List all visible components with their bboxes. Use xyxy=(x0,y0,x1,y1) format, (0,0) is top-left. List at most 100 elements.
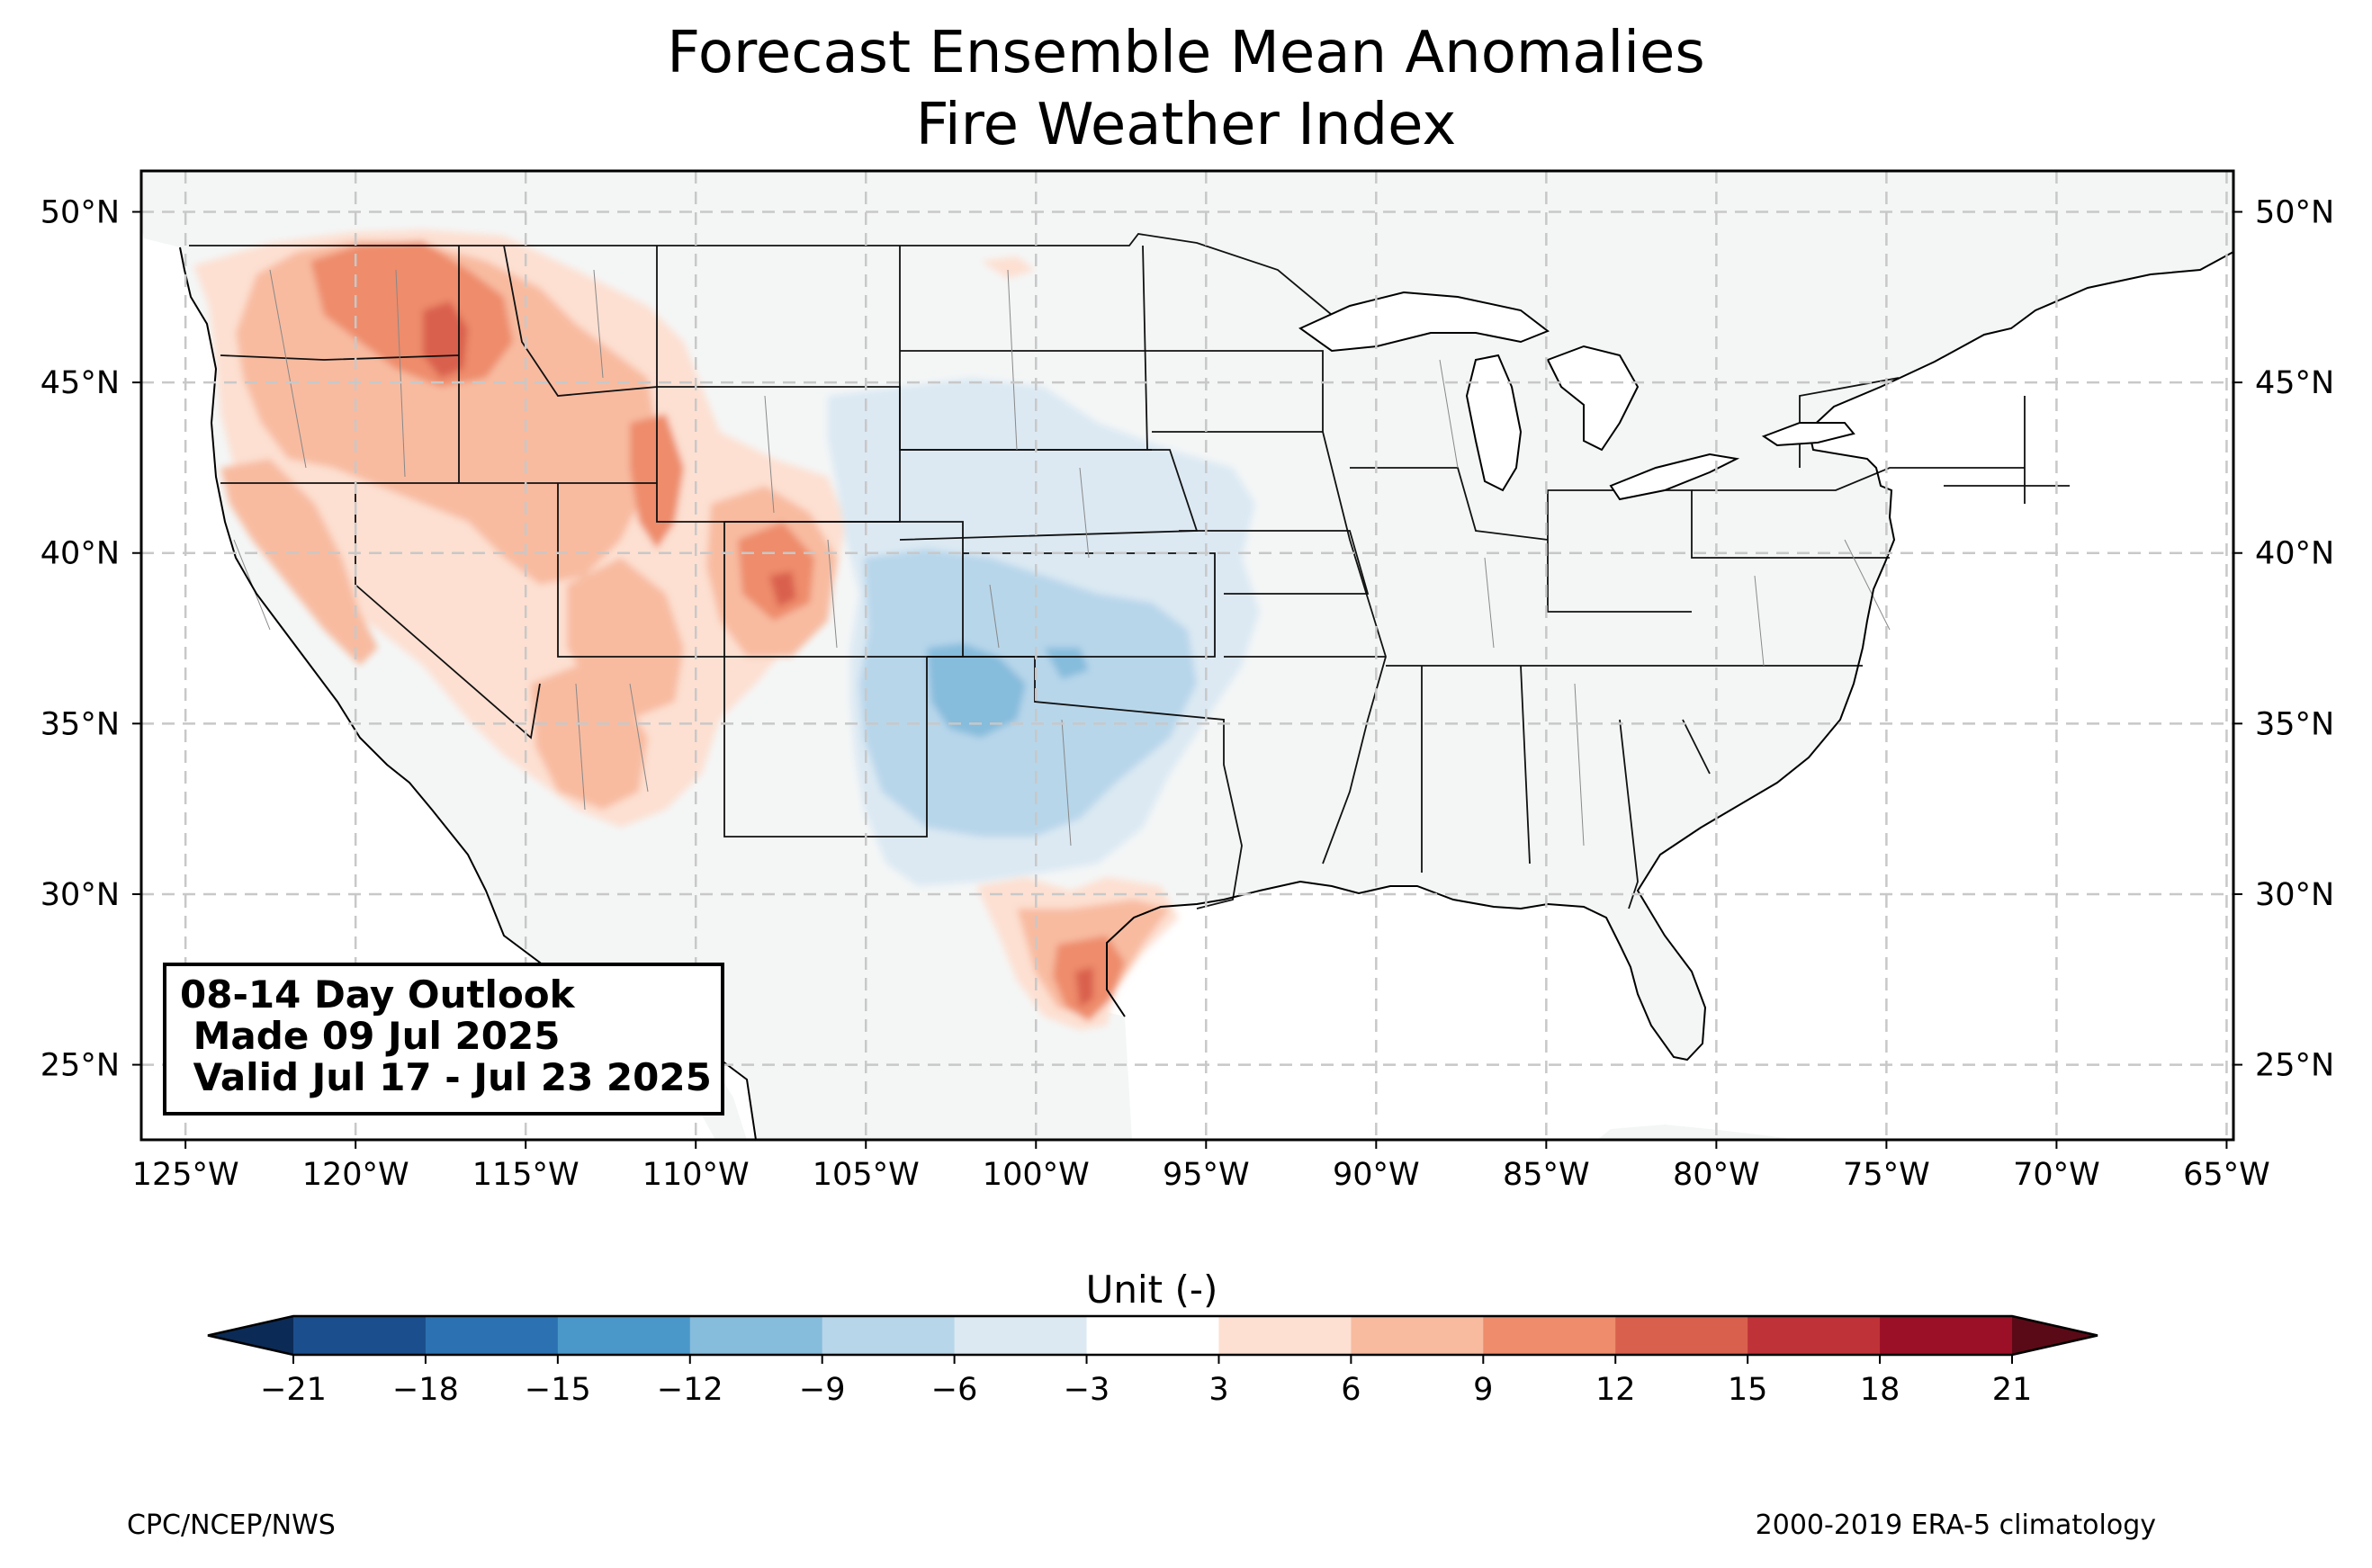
lon-tick-label: 80°W xyxy=(1673,1157,1760,1193)
border-utah-az xyxy=(557,483,725,658)
info-valid: Valid Jul 17 - Jul 23 2025 xyxy=(180,1055,712,1099)
colorbar-tick-label: 18 xyxy=(1860,1372,1900,1408)
title-line2: Fire Weather Index xyxy=(916,92,1457,158)
colorbar-tick-label: 9 xyxy=(1473,1372,1493,1408)
lon-tick-label: 115°W xyxy=(472,1157,580,1193)
credit-right: 2000-2019 ERA-5 climatology xyxy=(1756,1510,2156,1541)
anomaly-arizona-6 xyxy=(531,666,648,810)
colorbar-segment xyxy=(822,1316,956,1355)
colorbar-tick-label: 3 xyxy=(1208,1372,1228,1408)
info-outlook: 08-14 Day Outlook xyxy=(180,972,576,1017)
lon-tick-label: 70°W xyxy=(2013,1157,2100,1193)
lat-tick-label-right: 25°N xyxy=(2255,1048,2334,1084)
lake-huron xyxy=(1546,345,1640,452)
colorbar-segment xyxy=(1615,1316,1748,1355)
lat-tick-label-right: 45°N xyxy=(2255,365,2334,401)
colorbar-segment xyxy=(1218,1316,1352,1355)
info-box: 08-14 Day Outlook Made 09 Jul 2025 Valid… xyxy=(163,963,724,1116)
lake-ontario xyxy=(1761,422,1855,447)
lon-tick-label: 120°W xyxy=(302,1157,409,1193)
lake-michigan xyxy=(1465,354,1523,492)
lat-tick-label-left: 35°N xyxy=(40,706,120,742)
lon-tick-label: 95°W xyxy=(1163,1157,1250,1193)
lat-tick-label-left: 50°N xyxy=(40,195,120,231)
colorbar-tick-label: −9 xyxy=(799,1372,846,1408)
coastline-gulf xyxy=(1106,251,2233,1062)
anomaly-layer xyxy=(193,229,1260,1030)
lon-tick-label: 85°W xyxy=(1503,1157,1590,1193)
colorbar-tick-label: 12 xyxy=(1595,1372,1636,1408)
title-line1: Forecast Ensemble Mean Anomalies xyxy=(667,20,1704,86)
map-panel: 125°W 120°W 115°W 110°W 105°W 100°W 95°W 90°W 85… xyxy=(40,169,2334,1193)
colorbar-segment xyxy=(293,1316,427,1355)
border-montana xyxy=(503,245,658,397)
colorbar-tick-label: 6 xyxy=(1341,1372,1361,1408)
lat-tick-label-right: 50°N xyxy=(2255,195,2334,231)
border-co-nm xyxy=(723,521,964,838)
colorbar-segment xyxy=(689,1316,823,1355)
anomaly-panhandle-neg9 xyxy=(927,643,1026,738)
anomaly-ks-neg9 xyxy=(1044,648,1089,679)
anomaly-ks-ok-neg6 xyxy=(859,549,1197,837)
lake-superior xyxy=(1298,291,1550,353)
anomaly-texas-12 xyxy=(1075,967,1093,1008)
lat-tick-label-left: 30°N xyxy=(40,877,120,913)
colorbar-segment xyxy=(1086,1316,1219,1355)
lon-tick-label: 90°W xyxy=(1333,1157,1420,1193)
lon-tick-label: 110°W xyxy=(642,1157,750,1193)
lon-tick-label: 100°W xyxy=(983,1157,1090,1193)
colorbar-label: Unit (-) xyxy=(1086,1268,1218,1312)
lon-tick-label: 105°W xyxy=(813,1157,920,1193)
colorbar-tick-label: −15 xyxy=(525,1372,591,1408)
lon-tick-label: 75°W xyxy=(1843,1157,1930,1193)
lon-tick-labels: 125°W 120°W 115°W 110°W 105°W 100°W 95°W 90°W 85… xyxy=(132,1140,2270,1193)
colorbar-segments xyxy=(207,1314,2098,1357)
lat-tick-label-left: 40°N xyxy=(40,536,120,572)
anomaly-neb-3 xyxy=(981,256,1035,279)
border-northeast xyxy=(1692,377,2070,504)
lat-tick-label-right: 35°N xyxy=(2255,706,2334,742)
colorbar-tick-label: −21 xyxy=(260,1372,327,1408)
land-cuba xyxy=(1597,1124,1800,1140)
state-borders xyxy=(189,233,2070,909)
colorbar-segment xyxy=(1351,1316,1484,1355)
lat-tick-labels: 50°N 50°N 45°N 45°N 40°N 40°N 35°N 35°N 30°N 30°N… xyxy=(40,195,2334,1084)
anomaly-panhandle-12 xyxy=(423,301,468,378)
colorbar-tick-label: 21 xyxy=(1992,1372,2033,1408)
lon-tick-label: 125°W xyxy=(132,1157,239,1193)
colorbar-underflow-arrow xyxy=(208,1316,293,1355)
map-frame xyxy=(139,169,2235,1142)
anomaly-colorado-12 xyxy=(769,571,796,607)
border-mn-ia-mo xyxy=(1152,350,1386,658)
anomaly-sierra-6 xyxy=(220,459,378,666)
lon-tick-label: 65°W xyxy=(2183,1157,2270,1193)
colorbar-ticks: −21 −18 −15 −12 −9 −6 −3 3 6 9 12 15 18 21 xyxy=(260,1355,2032,1408)
colorbar-segment xyxy=(1748,1316,1881,1355)
lat-tick-label-left: 25°N xyxy=(40,1048,120,1084)
border-wa-or xyxy=(220,354,460,361)
colorbar-segment xyxy=(1880,1316,2013,1355)
colorbar-segment xyxy=(557,1316,691,1355)
colorbar-segment xyxy=(1483,1316,1616,1355)
info-made: Made 09 Jul 2025 xyxy=(180,1014,560,1058)
gridlines xyxy=(141,171,2233,1140)
info-box-frame xyxy=(163,963,724,1116)
border-great-lakes-states xyxy=(1350,467,1890,613)
colorbar-tick-label: −6 xyxy=(931,1372,978,1408)
lat-tick-label-right: 40°N xyxy=(2255,536,2334,572)
border-south xyxy=(1386,665,1863,909)
lake-erie xyxy=(1609,452,1740,501)
colorbar-overflow-arrow xyxy=(2012,1316,2098,1355)
credit-left: CPC/NCEP/NWS xyxy=(127,1510,336,1541)
colorbar-segment xyxy=(425,1316,559,1355)
county-lines xyxy=(233,269,1891,847)
colorbar-tick-label: −12 xyxy=(657,1372,723,1408)
lat-tick-label-right: 30°N xyxy=(2255,877,2334,913)
colorbar: Unit (-) −21 −18 −15 −12 −9 −6 −3 3 6 9 12 15 18 21 xyxy=(207,1268,2098,1408)
colorbar-tick-label: 15 xyxy=(1728,1372,1768,1408)
colorbar-tick-label: −3 xyxy=(1064,1372,1110,1408)
colorbar-segment xyxy=(954,1316,1088,1355)
border-ok-tx xyxy=(927,656,1243,909)
lat-tick-label-left: 45°N xyxy=(40,365,120,401)
